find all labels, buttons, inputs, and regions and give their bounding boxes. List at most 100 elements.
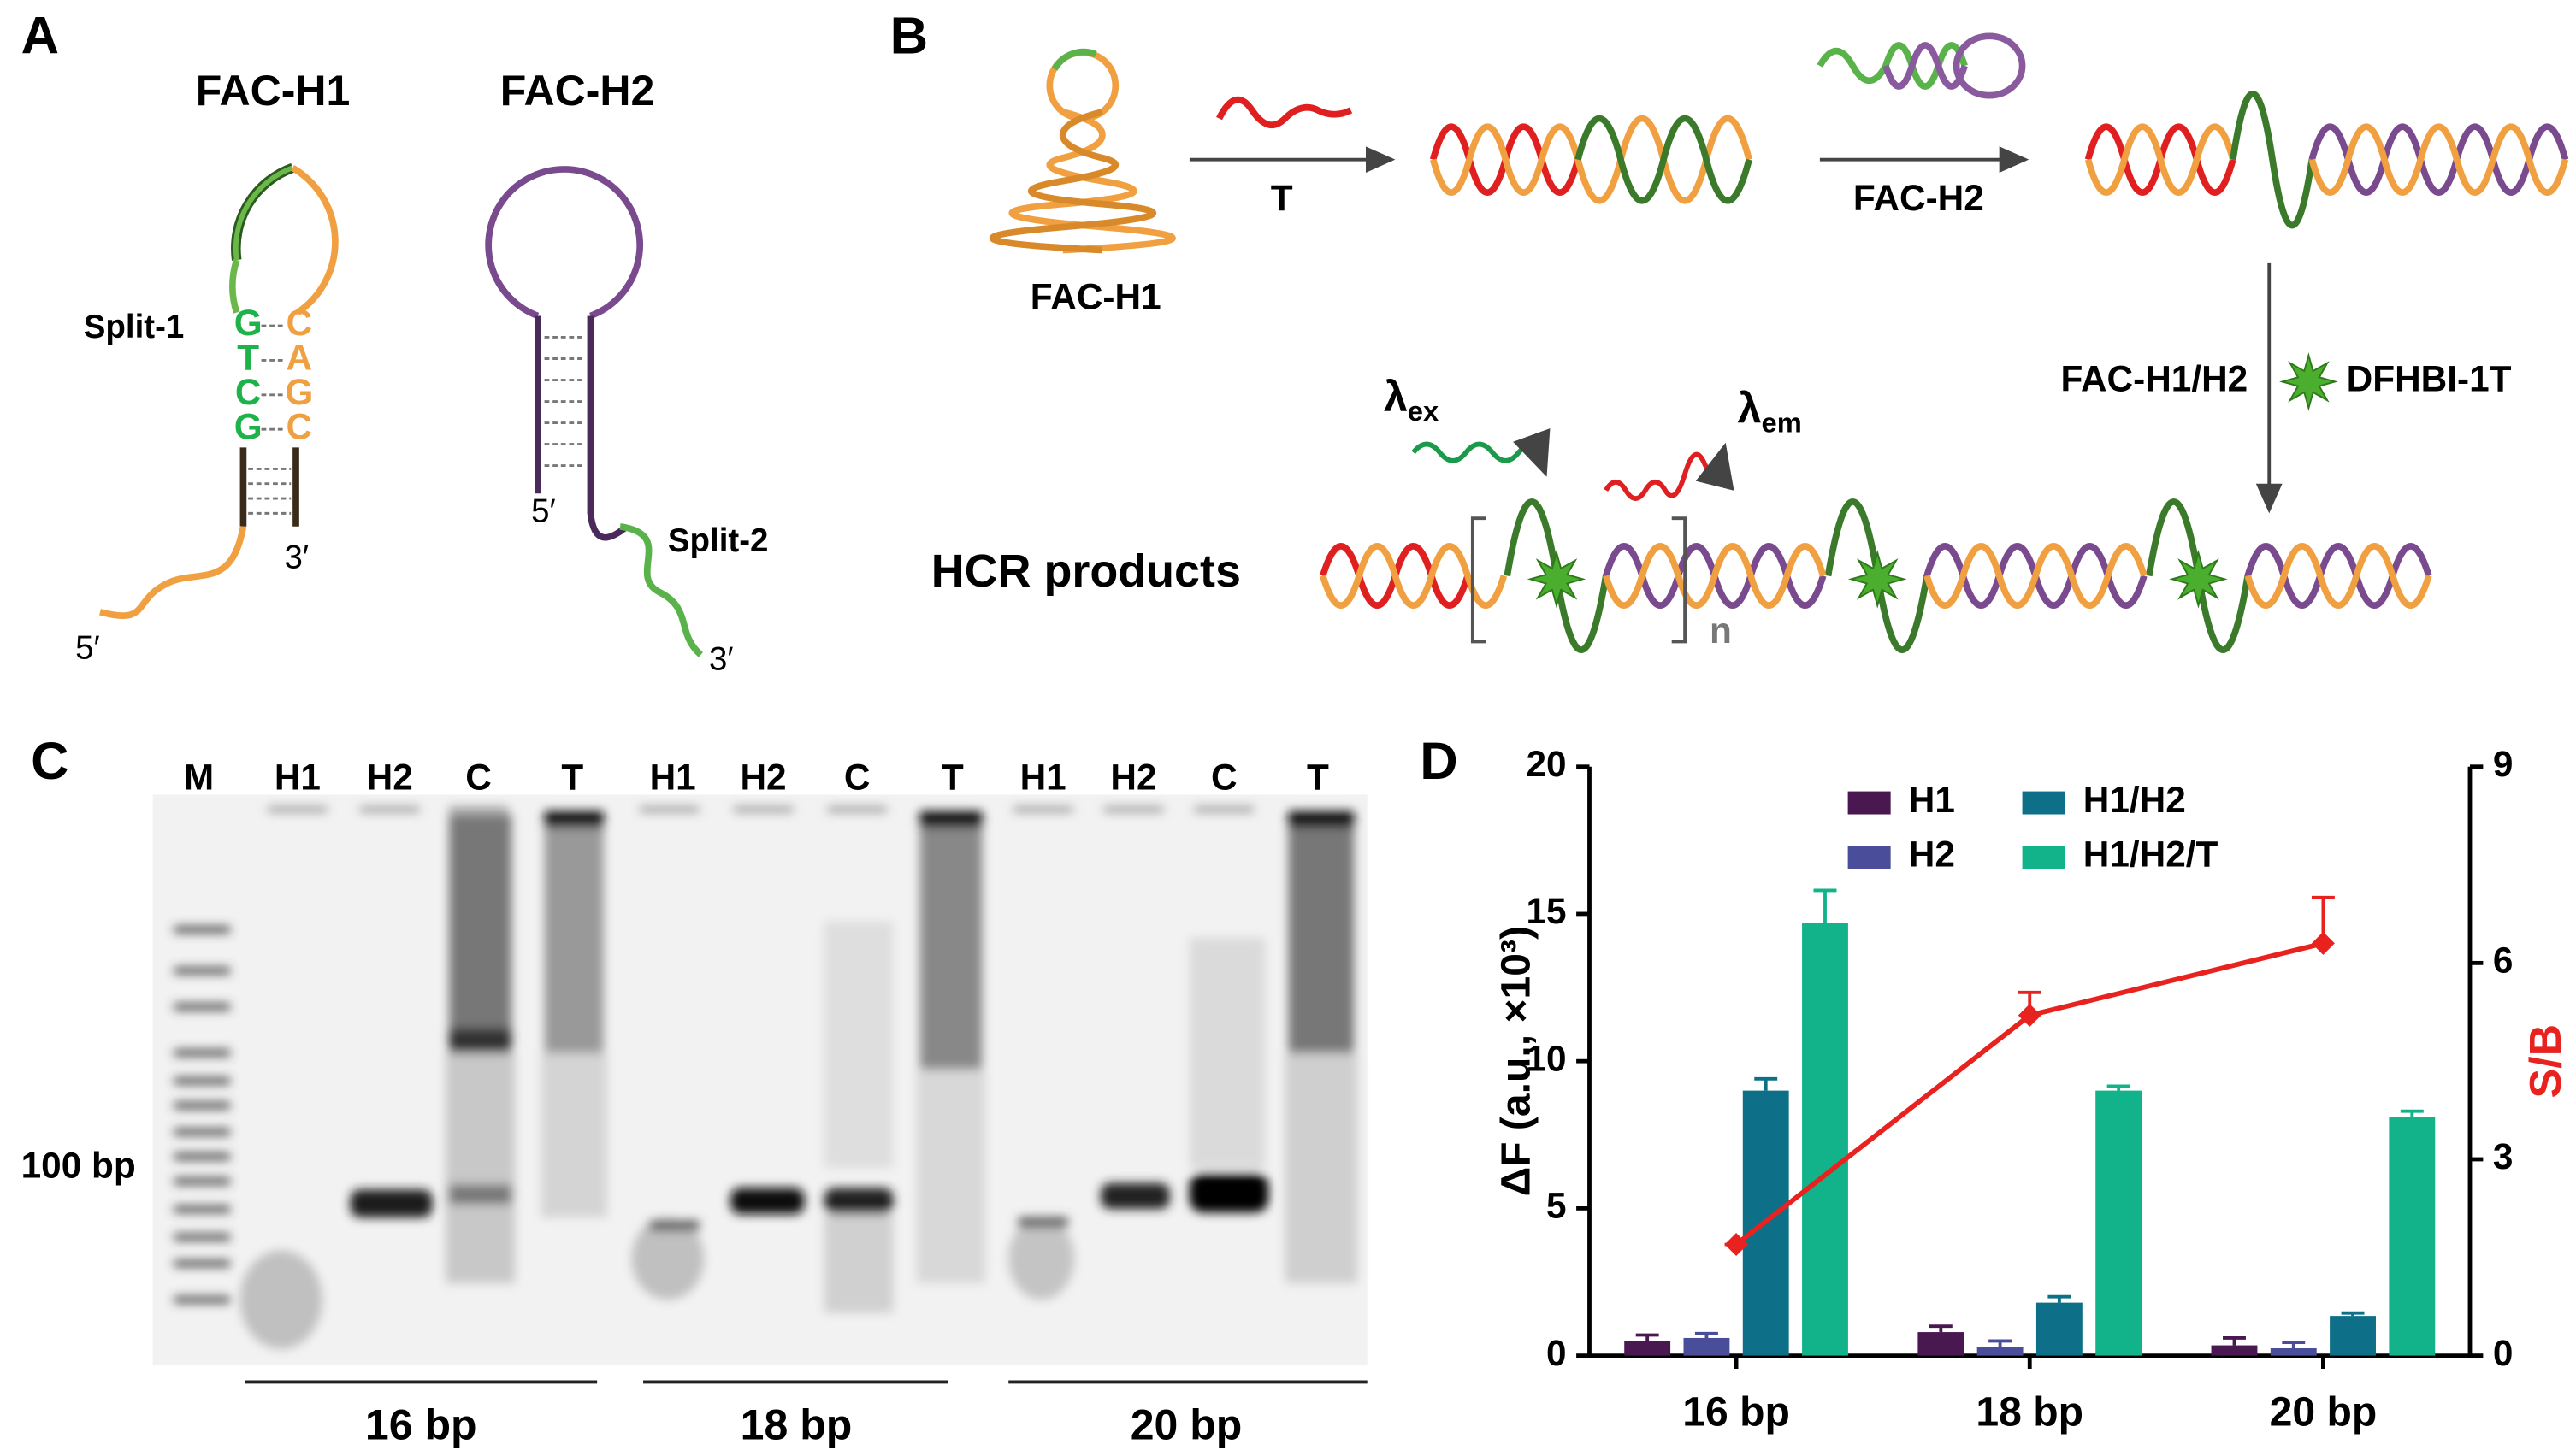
dye-icon [2281, 354, 2337, 410]
base: C [287, 406, 313, 446]
split-label: Split-2 [668, 522, 769, 559]
lane-label: H2 [740, 757, 786, 797]
legend-label: H1/H2 [2083, 780, 2186, 820]
y-tick-label: 10 [1526, 1038, 1566, 1078]
lane-label: T [1307, 757, 1329, 797]
lane-label: H2 [367, 757, 413, 797]
panel-label: B [890, 6, 928, 65]
y-tick-label: 15 [1526, 891, 1566, 931]
helix [2230, 91, 2316, 229]
base: C [287, 303, 313, 343]
legend-swatch [2022, 846, 2065, 869]
stem [587, 315, 629, 541]
lane-label: C [1211, 757, 1238, 797]
end-label: 3′ [709, 641, 734, 678]
lane-label: T [942, 757, 964, 797]
base: A [287, 338, 313, 378]
bar [2095, 1090, 2142, 1356]
panel-c: C M H1 H2 C T H1 H2 C T H1 H2 C T 100 bp… [21, 732, 1368, 1449]
gel-bands [174, 806, 1358, 1349]
helix [2084, 123, 2236, 196]
dye-label: DFHBI-1T [2347, 359, 2512, 399]
helix [1429, 115, 1752, 204]
error-bar [1988, 1339, 2012, 1347]
wave-arrow [1604, 442, 1734, 501]
lane-label: H2 [1110, 757, 1156, 797]
helix [1603, 543, 2432, 609]
dye-icon [1850, 551, 1905, 607]
legend-swatch [2022, 791, 2065, 815]
target-strand [1216, 96, 1353, 129]
panel-a: A FAC-H1 G T C G C A G C Split-1 3′ 5′ F… [21, 6, 769, 677]
subscript: em [1762, 406, 1802, 438]
legend-label: H1/H2/T [2083, 834, 2218, 875]
y-tick-label: 0 [1546, 1333, 1567, 1373]
dye-icon [2171, 551, 2226, 607]
end-label: 3′ [285, 539, 310, 575]
lane-label: M [184, 757, 214, 797]
base: C [235, 372, 262, 412]
loop-green-inner [233, 165, 294, 261]
lane-label: C [844, 757, 871, 797]
y2-tick-label: 3 [2493, 1136, 2514, 1176]
subscript: ex [1408, 395, 1439, 427]
helix [1008, 109, 1176, 254]
bar [1683, 1337, 1730, 1356]
wave-arrow [1411, 427, 1551, 477]
gel [152, 794, 1368, 1366]
arrow-label: T [1271, 178, 1293, 218]
error-bar [1813, 888, 1837, 923]
marker [1724, 1233, 1748, 1256]
bar [2035, 1302, 2083, 1356]
loop [485, 166, 644, 320]
bar [2330, 1316, 2376, 1356]
panel-d: D 0 5 10 15 20 0 3 6 9 ΔF (a.u., ×10³) S/B 16 bp 18 … [1420, 732, 2570, 1435]
y-tick-label: 5 [1546, 1186, 1567, 1226]
arrow-label: FAC-H1/H2 [2060, 359, 2248, 399]
base: G [234, 303, 263, 343]
error-bar [2341, 1311, 2365, 1317]
panel-label: A [21, 6, 59, 65]
helix [2308, 123, 2569, 196]
error-bar [1694, 1331, 1718, 1338]
product-label: HCR products [931, 545, 1241, 597]
marker-label: 100 bp [21, 1145, 136, 1185]
base-pairs [248, 324, 292, 515]
helix [2308, 123, 2569, 196]
arrow-label: FAC-H2 [1853, 178, 1984, 218]
loop-green [1051, 48, 1097, 71]
error-bar [2223, 1336, 2246, 1346]
y2-axis-label: S/B [2521, 1024, 2570, 1099]
error-bar [2400, 1109, 2424, 1117]
x-tick-label: 18 bp [1976, 1389, 2083, 1435]
base-pairs [544, 336, 584, 468]
dye-icon [1529, 551, 1584, 607]
bar [1917, 1332, 1964, 1356]
bracket [1470, 516, 1687, 644]
bar [1624, 1341, 1671, 1356]
bar [2389, 1117, 2436, 1356]
group-label: 18 bp [741, 1401, 853, 1449]
base: T [237, 338, 259, 378]
lane-label: C [465, 757, 492, 797]
marker [2311, 931, 2335, 955]
y-axis-label: ΔF (a.u., ×10³) [1492, 926, 1539, 1197]
split-label: Split-1 [84, 309, 185, 345]
repeat-label: n [1710, 610, 1732, 651]
group-label: 20 bp [1131, 1401, 1243, 1449]
error-bar [2047, 1294, 2071, 1303]
excitation: λex [1384, 373, 1439, 427]
error-bar [1754, 1076, 1778, 1091]
legend-swatch [1847, 846, 1891, 869]
bar [1802, 923, 1848, 1356]
legend-label: H1 [1909, 780, 1955, 820]
legend-swatch [1847, 791, 1891, 815]
h2-strand [1882, 42, 1968, 90]
panel-label: D [1420, 732, 1457, 791]
group-label: 16 bp [365, 1401, 477, 1449]
lane-label: H1 [275, 757, 321, 797]
x-tick-label: 20 bp [2270, 1389, 2378, 1435]
hairpin-name: FAC-H1 [196, 67, 351, 115]
